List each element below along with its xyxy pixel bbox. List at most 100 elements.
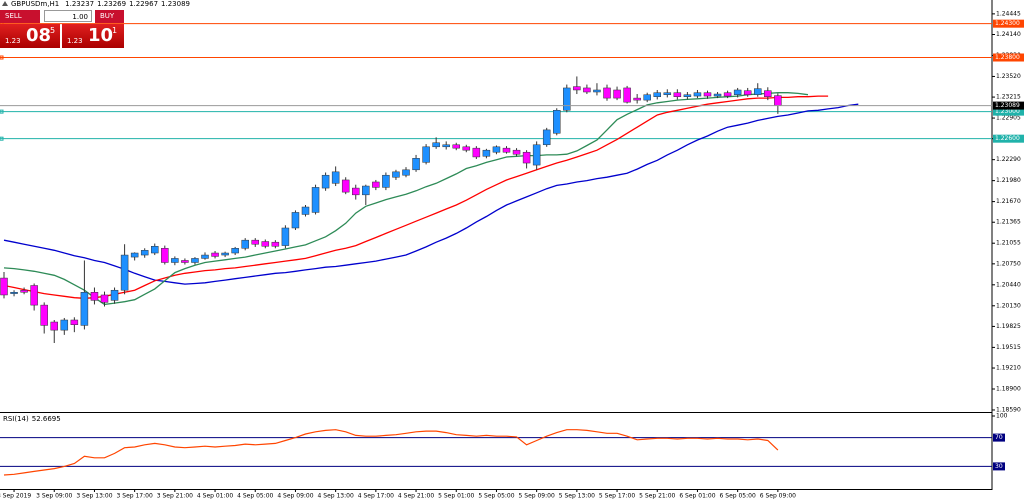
candle-body: [563, 87, 571, 111]
candle-body: [452, 144, 460, 149]
candle-body: [653, 92, 661, 97]
x-tick-label: 4 Sep 17:00: [358, 493, 394, 500]
x-tick-label: 5 Sep 17:00: [599, 493, 635, 500]
candle-body: [231, 248, 239, 254]
price-level-label: 1.22600: [995, 135, 1020, 142]
moving-average-line: [3, 95, 829, 299]
candle-body: [30, 285, 38, 306]
candle-body: [110, 289, 119, 301]
candle-body: [693, 92, 702, 97]
candle-body: [422, 146, 430, 163]
candle-body: [171, 258, 179, 263]
symbol-title: GBPUSDm,H1: [11, 0, 59, 8]
rsi-level-label: 70: [995, 434, 1003, 441]
x-tick-label: 5 Sep 13:00: [559, 493, 595, 500]
x-tick-label: 6 Sep 05:00: [720, 493, 756, 500]
x-tick-label: 5 Sep 05:00: [478, 493, 514, 500]
rsi-line: [3, 429, 779, 476]
x-tick-label: 3 Sep 13:00: [76, 493, 112, 500]
y-tick-label: 1.21980: [996, 177, 1021, 184]
candle-body: [20, 289, 28, 293]
y-tick-label: 1.22905: [996, 115, 1021, 122]
candle-body: [774, 95, 782, 106]
candle-body: [522, 151, 531, 164]
candle-body: [623, 87, 631, 103]
candle-body: [341, 179, 350, 193]
candle-body: [673, 92, 682, 97]
x-tick-label: 5 Sep 01:00: [438, 493, 474, 500]
x-tick-label: 3 Sep 17:00: [117, 493, 153, 500]
candle-body: [191, 258, 199, 263]
x-tick-label: 3 Sep 09:00: [36, 493, 72, 500]
ask-big-figure: 1.23: [67, 37, 83, 45]
price-level-tag: [993, 53, 1024, 62]
candle-body: [0, 277, 8, 296]
price-level-tag: [993, 19, 1024, 28]
candle-body: [140, 250, 149, 256]
candle-body: [281, 227, 290, 246]
candle-body: [412, 158, 420, 171]
y-tick-label: 1.21055: [996, 240, 1021, 247]
candle-body: [130, 252, 139, 258]
y-tick-label: 1.20440: [996, 281, 1021, 288]
x-tick-label: 4 Sep 09:00: [277, 493, 313, 500]
lot-input[interactable]: 1.00: [44, 10, 92, 22]
x-tick-label: 4 Sep 05:00: [237, 493, 273, 500]
candle-body: [100, 294, 109, 303]
x-tick-label: 5 Sep 09:00: [519, 493, 555, 500]
candle-body: [472, 147, 481, 158]
y-tick-label: 1.20130: [996, 302, 1021, 309]
x-tick-label: 5 Sep 21:00: [639, 493, 675, 500]
price-level-tag: [993, 134, 1024, 143]
candle-body: [70, 319, 79, 325]
sell-button[interactable]: SELL: [0, 10, 40, 23]
one-click-trading-panel: SELL 1.00 BUY 1.23 08 5 1.23 10 1: [0, 10, 126, 48]
y-tick-label: 1.21365: [996, 219, 1021, 226]
moving-average-line: [3, 103, 859, 285]
y-tick-label: 1.24445: [996, 10, 1021, 17]
candle-body: [321, 174, 330, 189]
candle-body: [723, 92, 732, 97]
x-tick-label: 3 Sep 2019: [0, 493, 31, 500]
candle-body: [482, 149, 491, 157]
y-tick-label: 1.18590: [996, 406, 1021, 413]
candle-body: [40, 304, 48, 326]
candle-body: [261, 241, 270, 247]
price-level-dot: [0, 109, 4, 114]
candle-body: [502, 147, 511, 153]
y-tick-label: 1.21670: [996, 198, 1021, 205]
candle-body: [60, 319, 69, 331]
symbol-header: GBPUSDm,H1 1.23237 1.23269 1.22967 1.23089: [11, 0, 190, 8]
rsi-current: 52.6695: [32, 415, 61, 423]
bid-price-box[interactable]: 1.23 08 5: [0, 24, 60, 48]
candle-body: [352, 187, 360, 196]
candle-body: [90, 292, 99, 301]
ohlc-low: 1.22967: [129, 0, 158, 8]
candle-body: [442, 144, 450, 148]
price-level-dot: [0, 136, 4, 141]
price-level-label: 1.23800: [995, 54, 1020, 61]
x-tick-label: 6 Sep 09:00: [760, 493, 796, 500]
ask-price-box[interactable]: 1.23 10 1: [62, 24, 124, 48]
candle-body: [643, 94, 651, 101]
x-tick-label: 6 Sep 01:00: [679, 493, 715, 500]
rsi-tick-label: 100: [996, 413, 1008, 420]
candle-body: [151, 246, 159, 254]
y-tick-label: 1.20750: [996, 260, 1021, 267]
collapse-icon[interactable]: [2, 1, 8, 6]
candle-body: [462, 146, 471, 151]
candle-body: [251, 239, 259, 245]
last-price-tag: [993, 101, 1024, 110]
candle-body: [271, 241, 280, 247]
candle-body: [311, 187, 320, 213]
x-tick-label: 4 Sep 13:00: [318, 493, 354, 500]
candle-body: [50, 321, 58, 331]
candle-body: [733, 89, 742, 95]
candle-body: [613, 89, 621, 99]
buy-button[interactable]: BUY: [95, 10, 124, 23]
ask-fraction: 1: [112, 26, 118, 35]
candle-body: [301, 206, 310, 215]
candle-body: [532, 144, 541, 166]
y-tick-label: 1.19515: [996, 344, 1021, 351]
